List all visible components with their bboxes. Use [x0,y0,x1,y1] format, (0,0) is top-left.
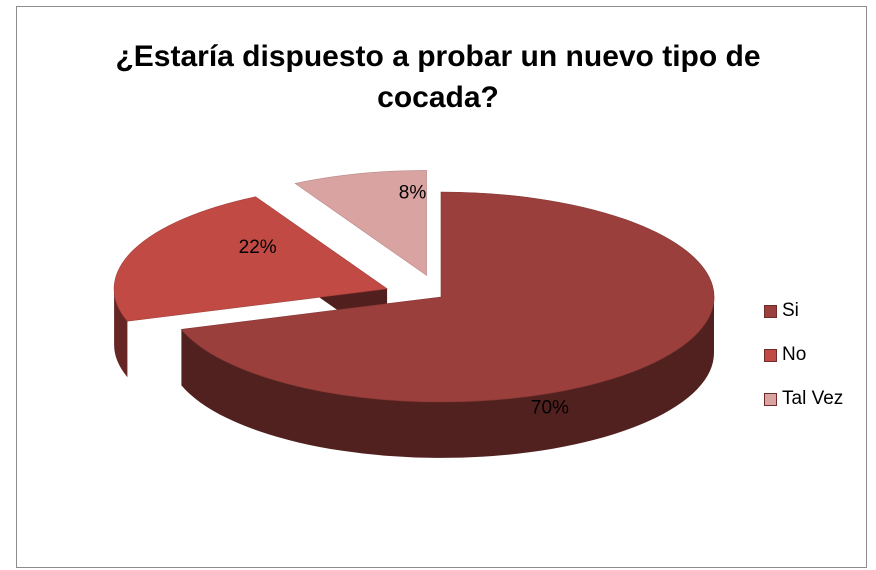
slice-top-no [113,196,388,322]
slice-side-si [181,297,714,458]
data-label-no: 22% [239,237,277,258]
chart-title-wrap: ¿Estaría dispuesto a probar un nuevo tip… [0,36,876,118]
legend-swatch-tal-vez [764,392,777,406]
legend-item-no: No [764,333,843,377]
legend-label-no: No [782,344,807,365]
legend-swatch-no [764,348,777,362]
slice-side-no [114,288,128,378]
legend-label-tal-vez: Tal Vez [782,388,844,409]
chart-title: ¿Estaría dispuesto a probar un nuevo tip… [115,40,761,115]
chart-legend: Si No Tal Vez [764,289,843,421]
slice-top-tal-vez [294,170,427,276]
legend-item-si: Si [764,289,843,333]
data-label-tal-vez: 8% [399,182,427,203]
legend-swatch-si [764,304,777,318]
legend-item-tal-vez: Tal Vez [764,377,843,421]
data-label-si: 70% [531,397,569,418]
legend-label-si: Si [782,300,799,321]
slice-top-si [180,191,715,403]
